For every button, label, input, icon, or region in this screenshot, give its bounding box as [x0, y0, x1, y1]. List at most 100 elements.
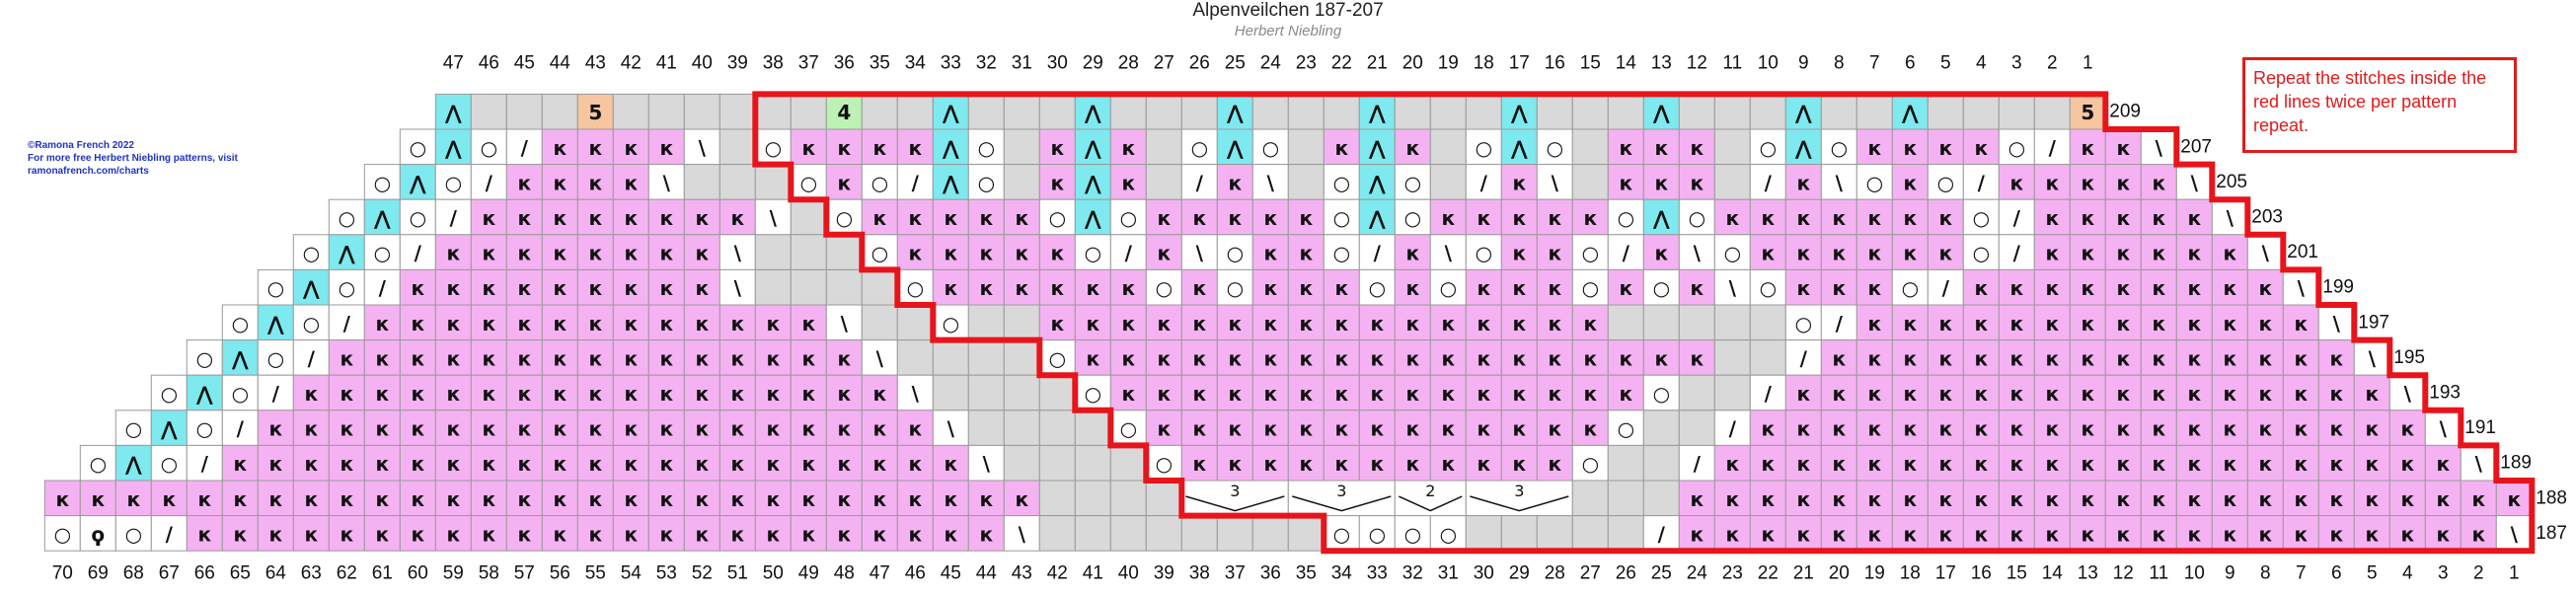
stitch-symbol: ○: [410, 136, 426, 160]
stitch-cell: [1784, 268, 1822, 306]
stitch-symbol: к: [483, 346, 496, 370]
column-number-bottom: 42: [1047, 563, 1068, 584]
stitch-symbol: к: [802, 417, 816, 441]
stitch-symbol: ⋀: [1085, 171, 1101, 194]
stitch-cell: [1536, 128, 1573, 166]
stitch-symbol: к: [1975, 452, 1989, 476]
credit: ©Ramona French 2022 For more free Herber…: [28, 139, 238, 178]
stitch-symbol: к: [1620, 276, 1633, 300]
stitch-symbol: к: [1477, 346, 1491, 370]
stitch-cell: [541, 480, 578, 517]
stitch-cell: [967, 164, 1005, 200]
stitch-symbol: к: [802, 312, 816, 335]
no-stitch-cell: [1038, 480, 1076, 517]
column-number-top: 26: [1189, 53, 1210, 74]
stitch-symbol: к: [660, 417, 674, 441]
stitch-symbol: к: [589, 452, 603, 476]
stitch-symbol: к: [412, 417, 425, 441]
stitch-cell: [434, 410, 472, 446]
stitch-symbol: к: [1833, 276, 1847, 300]
stitch-cell: [2282, 304, 2319, 341]
stitch-symbol: к: [2188, 452, 2202, 476]
no-stitch-cell: [1678, 410, 1715, 446]
column-number-bottom: 24: [1687, 563, 1708, 584]
stitch-symbol: ○: [1973, 206, 1990, 230]
stitch-symbol: к: [447, 522, 461, 546]
stitch-cell: [257, 268, 294, 306]
stitch-symbol: к: [1762, 242, 1776, 265]
stitch-cell: [1536, 304, 1573, 341]
stitch-cell: [683, 339, 720, 376]
stitch-symbol: к: [2046, 382, 2060, 406]
cell-symbols: ⋀ 5 4 ⋀ ⋀ ⋀ ⋀ ⋀ ⋀ ⋀ ⋀ 5 ○ ⋀ ○ / к к к к \ ○ к к к к ⋀ ○ к ⋀ к ○ ⋀ ○ к ⋀ к ○ ⋀ ○…: [54, 101, 2522, 546]
stitch-symbol: к: [767, 312, 781, 335]
stitch-symbol: к: [660, 276, 674, 300]
stitch-cell: [2140, 164, 2177, 200]
column-number-top: 12: [1687, 53, 1707, 74]
stitch-symbol: \: [1694, 242, 1702, 265]
stitch-symbol: к: [2117, 171, 2131, 194]
stitch-symbol: ○: [1156, 452, 1173, 476]
stitch-symbol: к: [483, 382, 496, 406]
stitch-symbol: к: [2046, 522, 2060, 546]
stitch-cell: [2104, 515, 2142, 552]
row-number: 187: [2536, 523, 2567, 544]
stitch-cell: [576, 234, 614, 270]
stitch-symbol: к: [731, 382, 745, 406]
column-number-bottom: 53: [656, 563, 677, 584]
column-number-bottom: 70: [52, 563, 73, 584]
column-number-bottom: 55: [585, 563, 606, 584]
column-number-bottom: 33: [1367, 563, 1388, 584]
stitch-symbol: к: [554, 276, 568, 300]
no-stitch-cell: [1038, 410, 1076, 446]
column-number-bottom: 18: [1900, 563, 1921, 584]
stitch-symbol: к: [1158, 346, 1172, 370]
no-stitch-cell: [1678, 304, 1715, 341]
stitch-symbol: к: [483, 276, 496, 300]
stitch-symbol: к: [1868, 312, 1882, 335]
stitch-symbol: к: [447, 312, 461, 335]
stitch-cell: [825, 93, 863, 130]
stitch-symbol: к: [1904, 522, 1918, 546]
stitch-cell: [683, 234, 720, 270]
stitch-symbol: к: [589, 136, 603, 160]
stitch-symbol: к: [1335, 136, 1349, 160]
stitch-symbol: к: [1691, 522, 1705, 546]
stitch-symbol: к: [2259, 452, 2273, 476]
stitch-symbol: к: [447, 242, 461, 265]
stitch-cell: [2317, 339, 2355, 376]
stitch-symbol: к: [696, 522, 710, 546]
stitch-cell: [1038, 304, 1076, 341]
repeat-note: Repeat the stitches inside the red lines…: [2242, 57, 2517, 153]
stitch-symbol: ○: [1902, 276, 1919, 300]
stitch-cell: [2069, 234, 2106, 270]
credit-line: ©Ramona French 2022: [28, 140, 134, 151]
stitch-symbol: \: [1836, 171, 1844, 194]
no-stitch-cell: [1038, 444, 1076, 482]
no-stitch-cell: [541, 93, 578, 130]
stitch-cell: [434, 515, 472, 552]
stitch-symbol: к: [2224, 452, 2237, 476]
stitch-cell: [399, 480, 436, 517]
stitch-symbol: /: [415, 242, 422, 265]
stitch-symbol: к: [1016, 487, 1029, 511]
stitch-cell: [2140, 444, 2177, 482]
stitch-symbol: /: [1196, 171, 1204, 194]
stitch-symbol: к: [2188, 382, 2202, 406]
column-number-bottom: 20: [1829, 563, 1850, 584]
stitch-symbol: к: [1513, 382, 1527, 406]
stitch-symbol: к: [2330, 522, 2344, 546]
stitch-symbol: к: [1549, 382, 1562, 406]
stitch-cell: [1394, 339, 1431, 376]
cable-count: 3: [1336, 482, 1346, 500]
stitch-symbol: к: [2046, 346, 2060, 370]
stitch-symbol: /: [2013, 242, 2021, 265]
column-number-bottom: 11: [2149, 563, 2168, 584]
stitch-symbol: к: [1051, 242, 1065, 265]
stitch-symbol: ○: [1440, 522, 1457, 546]
stitch-cell: [2175, 198, 2213, 236]
stitch-cell: [2033, 268, 2071, 306]
stitch-symbol: ⋀: [1369, 206, 1386, 230]
stitch-symbol: к: [2188, 276, 2202, 300]
stitch-cell: [825, 339, 863, 376]
